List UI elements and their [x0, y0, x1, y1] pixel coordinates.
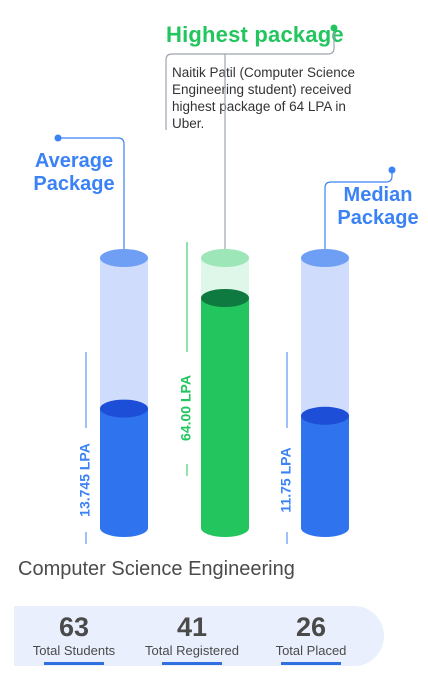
stat-value: 63	[58, 612, 90, 642]
cylinder-shell-top	[201, 249, 249, 267]
stat-underline	[162, 662, 222, 665]
section-title: Computer Science Engineering	[18, 558, 295, 580]
stat-underline	[44, 662, 104, 665]
highest-package-description: Naitik Patil (Computer Science Engineeri…	[172, 65, 356, 131]
bar-fill	[100, 408, 148, 528]
bar-fill-bottom	[100, 519, 148, 537]
bar-fill-top	[301, 406, 349, 425]
cylinder-shell-top	[301, 249, 349, 267]
stat-label: Total Placed	[275, 643, 347, 658]
median-label-line-1: Median	[343, 184, 413, 206]
stat-total-students: 63 Total Students	[28, 612, 120, 665]
stat-total-registered: 41 Total Registered	[140, 612, 244, 665]
median-label-line-2: Package	[337, 207, 419, 229]
stat-label: Total Students	[32, 643, 116, 658]
bar-fill	[201, 298, 249, 528]
highest-connector-dot	[330, 24, 338, 32]
bar-fill-bottom	[201, 519, 249, 537]
bar-fill-bottom	[301, 519, 349, 537]
average-label-line-2: Package	[33, 173, 115, 195]
median-connector-line	[324, 170, 393, 250]
stat-total-placed: 26 Total Placed	[266, 612, 356, 665]
bar-value-label: 11.75 LPA	[278, 447, 294, 512]
median-connector-dot	[388, 166, 396, 174]
bar-value-label: 13.745 LPA	[77, 443, 93, 517]
cylinder-shell-top	[100, 249, 148, 267]
average-label-line-1: Average	[34, 150, 114, 172]
stat-value: 41	[176, 612, 208, 642]
average-package-label: Average Package	[18, 150, 130, 196]
stat-label: Total Registered	[145, 643, 239, 658]
bar-fill-top	[100, 399, 148, 418]
bar-value-label: 64.00 LPA	[178, 375, 194, 441]
bar-fill	[301, 415, 349, 528]
stat-value: 26	[295, 612, 327, 642]
bar-fill-top	[201, 289, 249, 307]
stat-underline	[281, 662, 341, 665]
average-connector-dot	[54, 134, 62, 142]
median-package-label: Median Package	[328, 184, 428, 230]
stats-panel	[14, 606, 384, 666]
highest-box-line	[165, 28, 335, 130]
average-connector-line	[58, 137, 125, 250]
highest-package-title: Highest package	[166, 22, 344, 47]
package-cylinder-chart: 13.745 LPA 64.00 LPA 11.75 LPA	[54, 24, 396, 544]
